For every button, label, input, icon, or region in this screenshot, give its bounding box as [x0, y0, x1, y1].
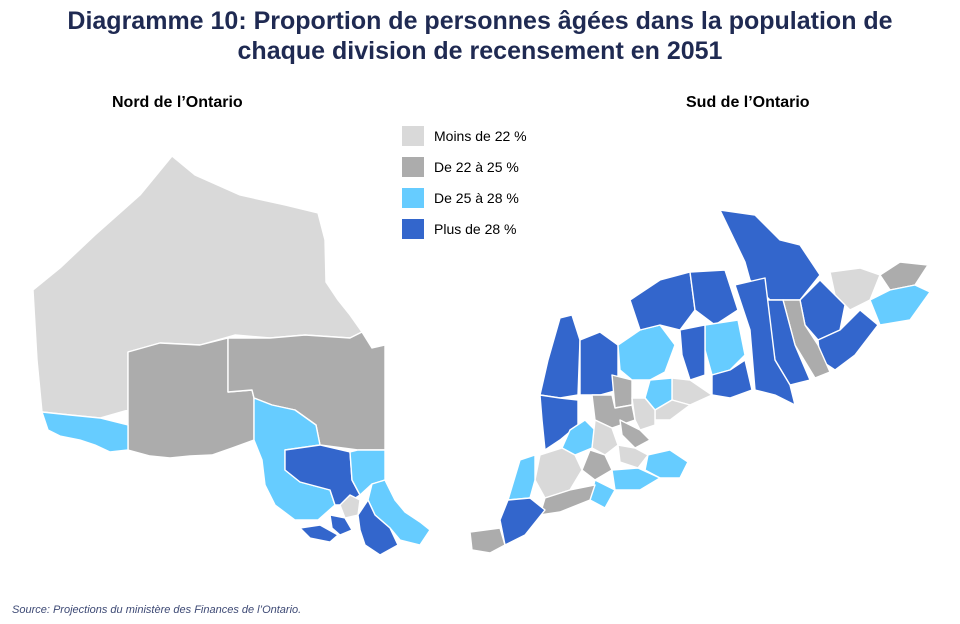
legend-swatch-25-to-28: [402, 187, 424, 208]
north-division-rainy-river: [41, 411, 129, 453]
legend-label-under-22: Moins de 22 %: [434, 127, 527, 144]
chart-title-line-1: Diagramme 10: Proportion de personnes âg…: [67, 7, 893, 35]
legend-label-over-28: Plus de 28 %: [434, 220, 517, 237]
north-division-manitoulin: [299, 524, 339, 543]
legend-item-over-28: Plus de 28 %: [402, 213, 527, 244]
north-division-small-south: [329, 514, 353, 536]
north-ontario-map-title: Nord de l’Ontario: [112, 94, 243, 111]
chart-title-line-2: chaque division de recensement en 2051: [237, 37, 723, 65]
south-ontario-map-title: Sud de l’Ontario: [686, 94, 810, 111]
legend-swatch-over-28: [402, 218, 424, 239]
legend-swatch-under-22: [402, 125, 424, 146]
north-division-parry-sound: [357, 499, 399, 556]
map-legend: Moins de 22 % De 22 à 25 % De 25 à 28 % …: [402, 120, 527, 244]
legend-item-under-22: Moins de 22 %: [402, 120, 527, 151]
legend-label-22-to-25: De 22 à 25 %: [434, 158, 519, 175]
chart-title: Diagramme 10: Proportion de personnes âg…: [0, 6, 960, 66]
legend-swatch-22-to-25: [402, 156, 424, 177]
legend-item-22-to-25: De 22 à 25 %: [402, 151, 527, 182]
legend-item-25-to-28: De 25 à 28 %: [402, 182, 527, 213]
source-note: Source: Projections du ministère des Fin…: [12, 604, 302, 616]
north-division-greater-sudbury: [339, 494, 361, 519]
legend-label-25-to-28: De 25 à 28 %: [434, 189, 519, 206]
